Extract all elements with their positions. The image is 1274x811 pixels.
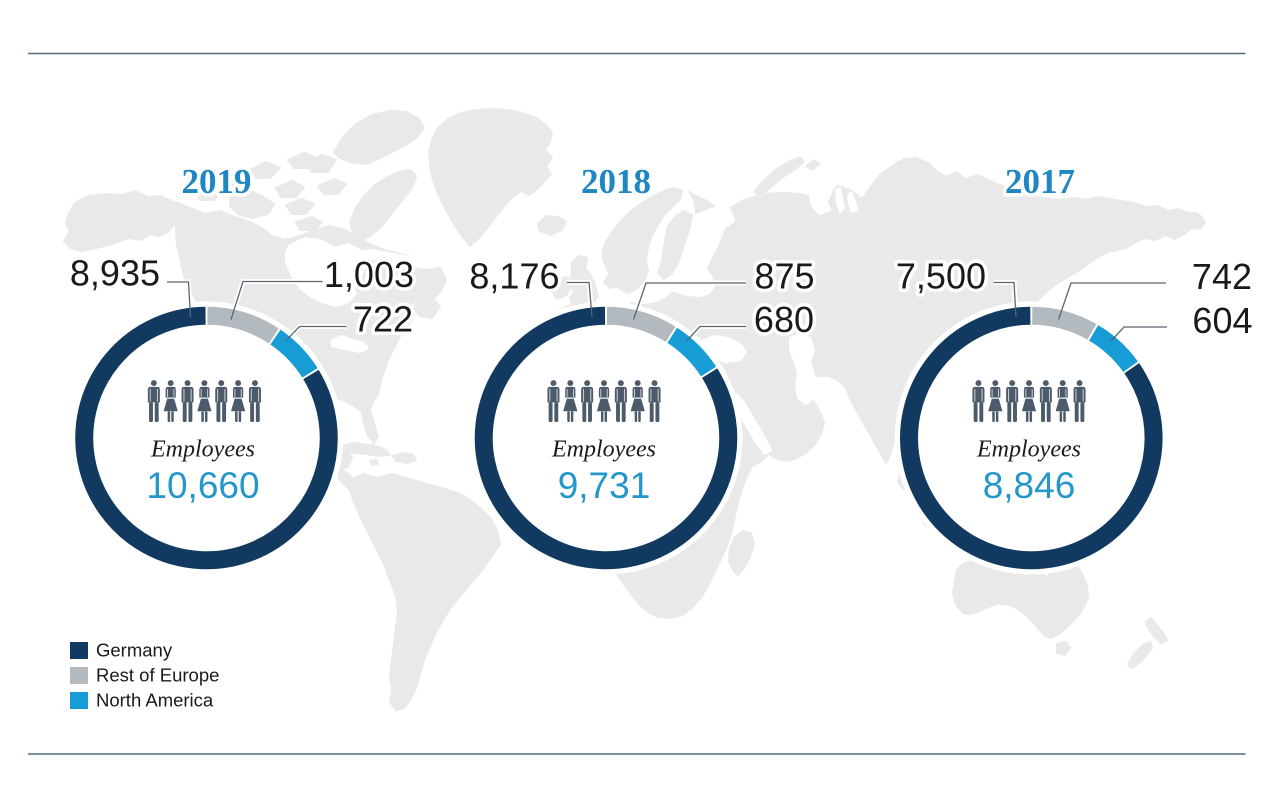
svg-text:875: 875 <box>754 256 814 297</box>
svg-text:Employees: Employees <box>150 437 255 463</box>
svg-text:9,731: 9,731 <box>558 465 651 506</box>
svg-text:North America: North America <box>96 690 214 711</box>
svg-text:722: 722 <box>353 299 413 340</box>
svg-text:2017: 2017 <box>1005 162 1075 201</box>
svg-text:Rest of Europe: Rest of Europe <box>96 665 219 686</box>
svg-text:10,660: 10,660 <box>146 465 259 506</box>
svg-text:7,500: 7,500 <box>896 256 986 297</box>
svg-text:2018: 2018 <box>581 162 651 201</box>
svg-text:8,935: 8,935 <box>70 253 160 294</box>
svg-text:680: 680 <box>754 299 814 340</box>
svg-text:604: 604 <box>1192 300 1252 341</box>
svg-text:742: 742 <box>1192 256 1252 297</box>
svg-text:8,176: 8,176 <box>469 256 559 297</box>
svg-text:2019: 2019 <box>182 162 252 201</box>
svg-text:1,003: 1,003 <box>324 254 414 295</box>
svg-text:Employees: Employees <box>976 437 1081 463</box>
svg-text:Employees: Employees <box>551 437 656 463</box>
svg-text:8,846: 8,846 <box>983 465 1076 506</box>
svg-text:Germany: Germany <box>96 640 173 661</box>
